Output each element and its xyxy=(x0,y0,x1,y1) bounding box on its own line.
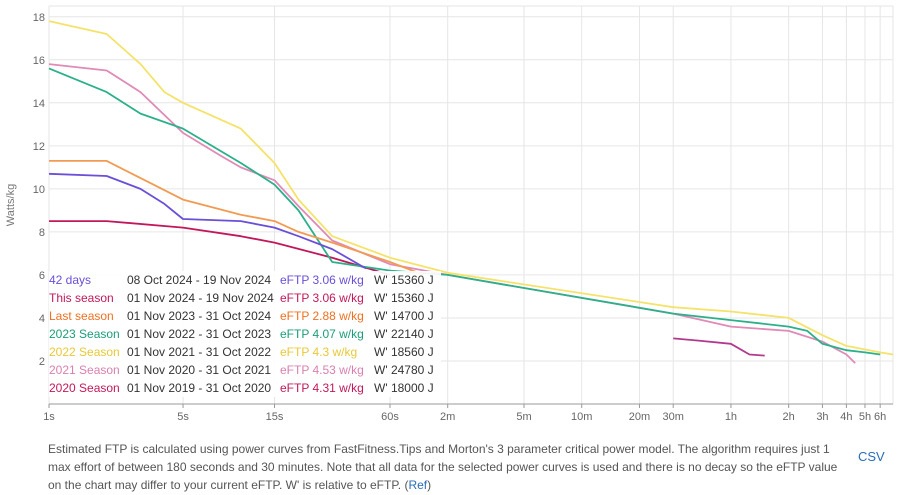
x-tick-label: 60s xyxy=(381,411,399,423)
x-tick-label: 5m xyxy=(516,411,531,423)
legend-wprime: W' 22140 J xyxy=(374,327,434,341)
power-curve-chart: 2 4 6 8 10 12 14 16 18 1s 5s 15s 60s 2m 5m 10m 20m 30m 1h 2… xyxy=(5,5,894,423)
csv-button[interactable]: CSV xyxy=(858,449,885,464)
legend-row[interactable]: Last season 01 Nov 2023 - 31 Oct 2024 eFTP… xyxy=(49,307,441,325)
series-line-2021-season xyxy=(48,63,856,364)
legend-wprime: W' 24780 J xyxy=(374,363,434,377)
x-tick-label: 4h xyxy=(840,411,852,423)
x-tick-label: 3h xyxy=(816,411,828,423)
y-tick-label: 6 xyxy=(39,270,45,282)
legend-series-name: 2023 Season xyxy=(49,327,120,341)
y-tick-label: 2 xyxy=(39,356,45,368)
legend-eftp: eFTP 3.06 w/kg xyxy=(280,273,364,287)
legend-date-range: 01 Nov 2021 - 31 Oct 2022 xyxy=(127,345,272,359)
y-axis-label: Watts/kg xyxy=(5,184,17,226)
legend-wprime: W' 15360 J xyxy=(374,273,434,287)
eftp-explanation: Estimated FTP is calculated using power … xyxy=(48,440,838,494)
legend-wprime: W' 18000 J xyxy=(374,381,434,395)
legend-eftp: eFTP 4.53 w/kg xyxy=(280,363,364,377)
legend-series-name: This season xyxy=(49,291,114,305)
series-line-this-season xyxy=(673,337,765,357)
legend-date-range: 01 Nov 2020 - 31 Oct 2021 xyxy=(127,363,272,377)
legend-eftp: eFTP 3.06 w/kg xyxy=(280,291,364,305)
legend-wprime: W' 18560 J xyxy=(374,345,434,359)
legend-date-range: 01 Nov 2019 - 31 Oct 2020 xyxy=(127,381,272,395)
y-tick-label: 4 xyxy=(39,313,45,325)
y-tick-label: 16 xyxy=(33,55,45,67)
legend-row[interactable]: 2021 Season 01 Nov 2020 - 31 Oct 2021 eFTP… xyxy=(49,361,441,379)
x-tick-label: 10m xyxy=(571,411,592,423)
legend-wprime: W' 15360 J xyxy=(374,291,434,305)
legend-series-name: 2021 Season xyxy=(49,363,120,377)
x-tick-label: 20m xyxy=(629,411,650,423)
y-tick-label: 12 xyxy=(33,141,45,153)
legend-series-name: 2022 Season xyxy=(49,345,120,359)
legend-series-name: 42 days xyxy=(49,273,92,287)
legend-row[interactable]: This season 01 Nov 2024 - 19 Nov 2024 eFTP… xyxy=(49,289,441,307)
y-tick-label: 10 xyxy=(33,184,45,196)
x-tick-label: 1h xyxy=(725,411,737,423)
legend-date-range: 01 Nov 2024 - 19 Nov 2024 xyxy=(127,291,274,305)
legend-date-range: 01 Nov 2022 - 31 Oct 2023 xyxy=(127,327,272,341)
legend-wprime: W' 14700 J xyxy=(374,309,434,323)
explanation-close: ) xyxy=(427,478,432,492)
x-tick-label: 30m xyxy=(663,411,684,423)
legend-series-name: 2020 Season xyxy=(49,381,120,395)
series-line-last-season xyxy=(49,159,425,276)
legend-row[interactable]: 2022 Season 01 Nov 2021 - 31 Oct 2022 eFTP… xyxy=(49,343,441,361)
x-tick-label: 1s xyxy=(43,411,55,423)
y-tick-label: 8 xyxy=(39,227,45,239)
explanation-text: Estimated FTP is calculated using power … xyxy=(48,442,838,492)
chart-legend: 42 days 08 Oct 2024 - 19 Nov 2024 eFTP 3.0… xyxy=(49,271,441,397)
ref-link[interactable]: Ref xyxy=(408,478,428,492)
y-tick-label: 14 xyxy=(33,98,45,110)
legend-eftp: eFTP 2.88 w/kg xyxy=(280,309,364,323)
legend-eftp: eFTP 4.3 w/kg xyxy=(280,345,358,359)
series-line-42-days xyxy=(48,172,367,270)
x-tick-label: 15s xyxy=(266,411,284,423)
x-tick-label: 2m xyxy=(440,411,455,423)
legend-eftp: eFTP 4.31 w/kg xyxy=(280,381,364,395)
legend-date-range: 08 Oct 2024 - 19 Nov 2024 xyxy=(127,273,272,287)
series-line-2020-season xyxy=(49,220,391,276)
legend-row[interactable]: 2023 Season 01 Nov 2022 - 31 Oct 2023 eFTP… xyxy=(49,325,441,343)
x-tick-label: 6h xyxy=(874,411,886,423)
x-tick-label: 5h xyxy=(859,411,871,423)
legend-row[interactable]: 42 days 08 Oct 2024 - 19 Nov 2024 eFTP 3.0… xyxy=(49,271,441,289)
y-tick-label: 18 xyxy=(33,12,45,24)
legend-series-name: Last season xyxy=(49,309,114,323)
legend-date-range: 01 Nov 2023 - 31 Oct 2024 xyxy=(127,309,272,323)
series-line-2022-season xyxy=(48,20,894,356)
legend-row[interactable]: 2020 Season 01 Nov 2019 - 31 Oct 2020 eFTP… xyxy=(49,379,441,397)
x-tick-label: 5s xyxy=(177,411,189,423)
legend-eftp: eFTP 4.07 w/kg xyxy=(280,327,364,341)
x-tick-label: 2h xyxy=(783,411,795,423)
